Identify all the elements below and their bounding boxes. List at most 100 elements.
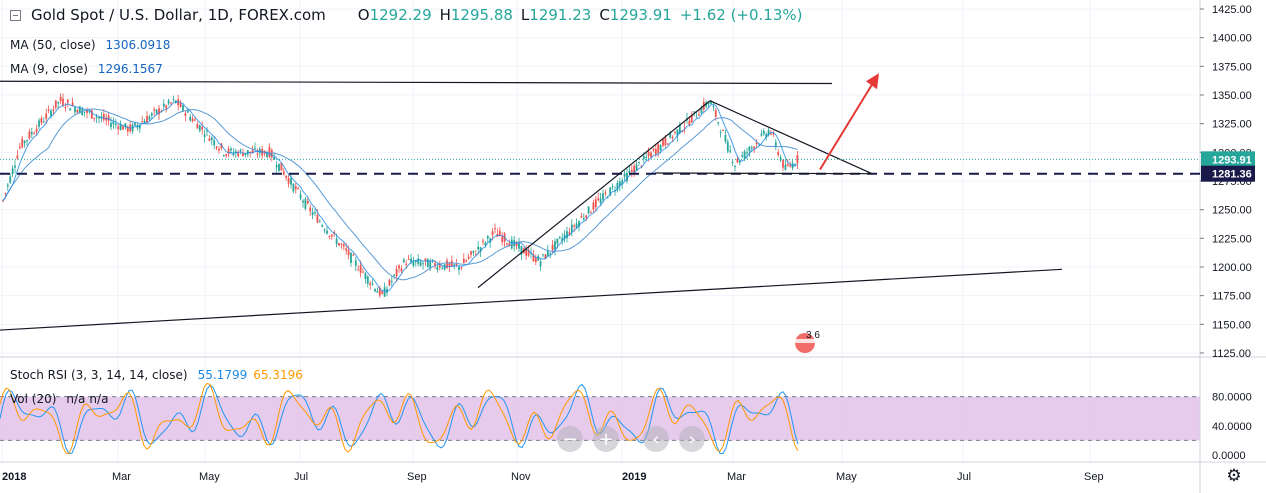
ma9-legend[interactable]: MA (9, close) 1296.1567 bbox=[10, 62, 163, 76]
candle-body bbox=[66, 99, 69, 103]
channel-trendline bbox=[477, 100, 711, 289]
candle-body bbox=[153, 108, 156, 111]
candle-body bbox=[635, 164, 638, 171]
price-tick-label: 1250.00 bbox=[1212, 205, 1252, 217]
candle-body bbox=[407, 258, 410, 260]
candle-body bbox=[141, 121, 144, 123]
candle-body bbox=[16, 155, 19, 159]
candle-body bbox=[54, 100, 57, 108]
ma9-line bbox=[2, 100, 798, 292]
price-tick-label: 1375.00 bbox=[1212, 61, 1252, 73]
candle-body bbox=[35, 128, 38, 132]
candle-body bbox=[700, 108, 703, 113]
candle-body bbox=[729, 150, 732, 152]
last-price-badge bbox=[1201, 151, 1255, 168]
candle-body bbox=[515, 242, 518, 247]
candle-body bbox=[38, 120, 40, 127]
candle-body bbox=[326, 230, 328, 234]
candle-body bbox=[582, 218, 585, 220]
candle-body bbox=[76, 109, 79, 113]
candle-body bbox=[534, 257, 537, 262]
zoom-out-button[interactable]: − bbox=[557, 426, 583, 452]
candle-body bbox=[402, 259, 405, 263]
candle-body bbox=[194, 119, 196, 121]
candle-body bbox=[436, 266, 439, 270]
vol-legend[interactable]: Vol (20) n/a n/a bbox=[10, 392, 108, 406]
candle-body bbox=[338, 243, 340, 246]
candle-body bbox=[150, 113, 153, 116]
candle-body bbox=[736, 158, 739, 163]
candle-body bbox=[148, 116, 151, 120]
candle-body bbox=[273, 157, 276, 160]
time-tick-label: Mar bbox=[727, 471, 746, 483]
candle-body bbox=[741, 155, 744, 157]
candle-body bbox=[743, 151, 746, 159]
candle-body bbox=[455, 264, 458, 266]
candle-body bbox=[78, 106, 81, 114]
candle-body bbox=[196, 123, 199, 129]
candle-body bbox=[388, 279, 391, 286]
candle-body bbox=[177, 99, 180, 106]
candle-body bbox=[64, 107, 67, 109]
candle-body bbox=[136, 124, 139, 128]
candle-body bbox=[246, 150, 249, 155]
candle-body bbox=[210, 137, 213, 141]
candle-body bbox=[4, 193, 7, 195]
candle-body bbox=[518, 243, 520, 249]
time-tick-label: Jul bbox=[957, 471, 971, 483]
price-tick-label: 1200.00 bbox=[1212, 262, 1252, 274]
candle-body bbox=[671, 136, 674, 139]
candle-body bbox=[119, 124, 122, 130]
last-price-label: 1293.91 bbox=[1212, 154, 1252, 166]
candle-body bbox=[179, 102, 182, 107]
candle-body bbox=[470, 251, 472, 255]
candle-body bbox=[134, 122, 136, 126]
candle-body bbox=[467, 256, 470, 259]
candle-body bbox=[165, 105, 168, 109]
collapse-legend-icon[interactable] bbox=[10, 9, 21, 21]
candle-body bbox=[376, 290, 379, 293]
gear-icon[interactable]: ⚙ bbox=[1226, 466, 1242, 486]
candle-body bbox=[482, 240, 484, 242]
zoom-in-button[interactable]: + bbox=[593, 426, 619, 452]
scroll-left-button[interactable]: ‹ bbox=[643, 426, 669, 452]
candle-body bbox=[294, 186, 297, 190]
candle-body bbox=[539, 261, 542, 267]
candle-body bbox=[362, 271, 364, 273]
price-tick-label: 1325.00 bbox=[1212, 119, 1252, 131]
stoch-legend[interactable]: Stoch RSI (3, 3, 14, 14, close) 55.1799 65… bbox=[10, 368, 303, 382]
ma50-legend[interactable]: MA (50, close) 1306.0918 bbox=[10, 38, 170, 52]
candle-body bbox=[280, 162, 283, 171]
candle-body bbox=[146, 115, 148, 123]
long-trendline bbox=[0, 268, 1063, 331]
candle-body bbox=[225, 154, 228, 157]
time-tick-label: 2018 bbox=[2, 471, 26, 483]
candle-body bbox=[498, 230, 501, 237]
candle-body bbox=[777, 152, 780, 156]
candle-body bbox=[117, 126, 120, 130]
stoch-d-value: 65.3196 bbox=[253, 368, 303, 382]
candle-body bbox=[479, 247, 482, 252]
candle-body bbox=[755, 142, 758, 144]
resistance-line bbox=[0, 80, 833, 85]
candle-body bbox=[230, 148, 232, 151]
candle-body bbox=[683, 127, 686, 129]
price-tick-label: 1400.00 bbox=[1212, 33, 1252, 45]
candle-body bbox=[611, 186, 614, 188]
candle-body bbox=[501, 236, 504, 242]
candle-body bbox=[222, 155, 225, 157]
time-tick-label: 2019 bbox=[622, 471, 646, 483]
candle-body bbox=[623, 173, 626, 177]
candle-body bbox=[520, 246, 523, 255]
candle-body bbox=[28, 131, 31, 139]
candle-body bbox=[438, 264, 441, 268]
stoch-tick-label: 0.0000 bbox=[1212, 450, 1246, 462]
candle-body bbox=[203, 134, 206, 137]
candle-body bbox=[662, 139, 664, 146]
scroll-right-button[interactable]: › bbox=[679, 426, 705, 452]
candle-body bbox=[592, 202, 595, 210]
candle-body bbox=[340, 243, 343, 245]
candle-body bbox=[124, 123, 127, 128]
candle-body bbox=[796, 154, 799, 164]
